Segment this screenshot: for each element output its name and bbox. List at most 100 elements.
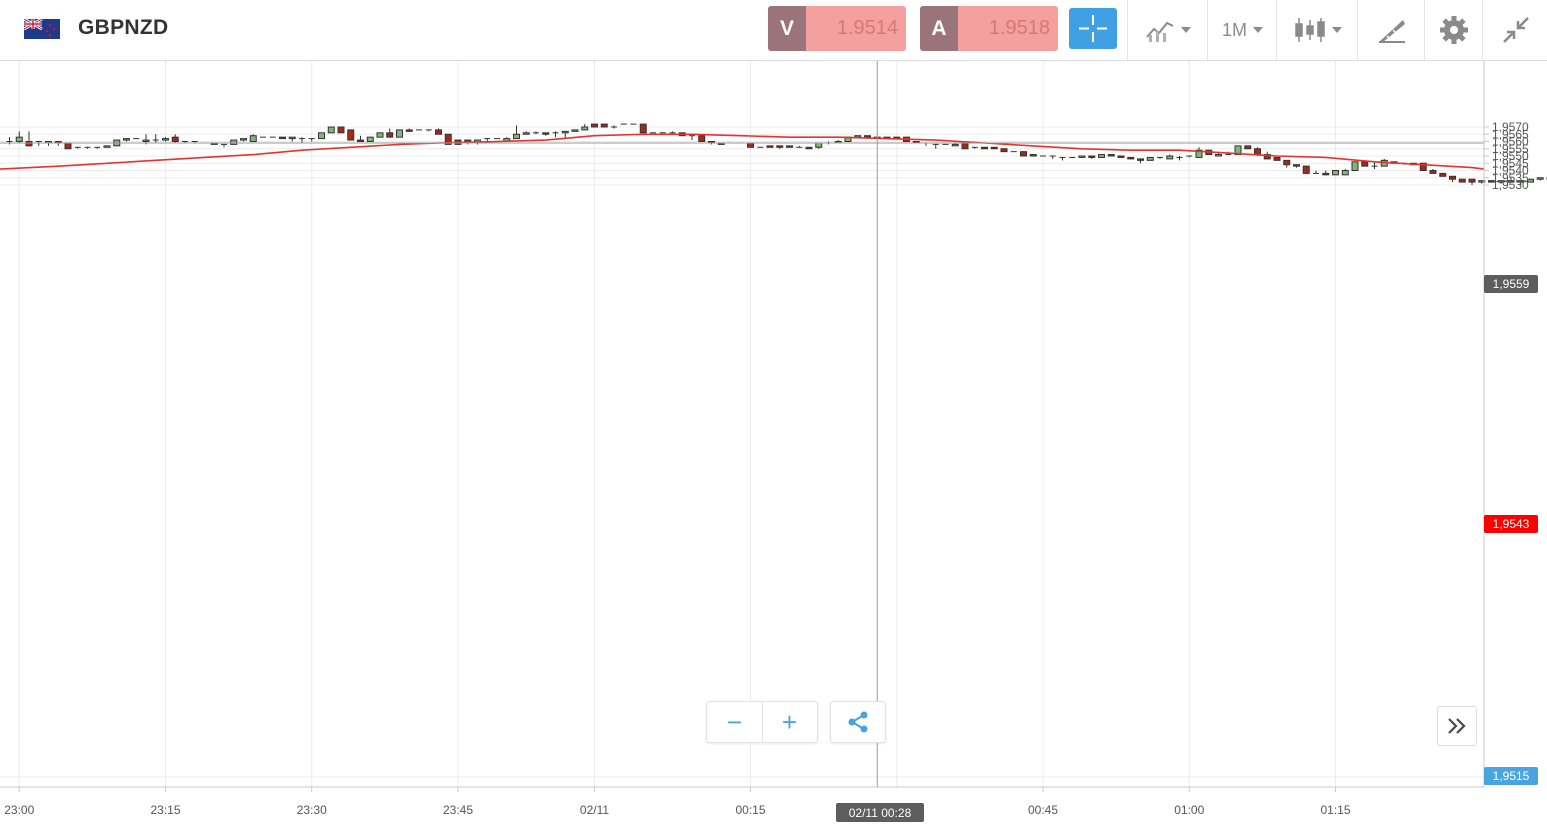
candle-body-down — [1137, 158, 1144, 161]
candle-body-down — [1458, 178, 1466, 183]
candle — [1371, 161, 1378, 170]
candle-body-down — [347, 129, 355, 141]
indicators-dropdown[interactable] — [1276, 0, 1358, 60]
candle — [522, 131, 530, 135]
candle — [805, 146, 813, 150]
y-tick-label: 1,9560 — [1492, 135, 1529, 149]
candle — [1283, 159, 1291, 168]
x-tick-label: 23:30 — [297, 803, 327, 817]
candle — [425, 129, 432, 132]
candle — [1020, 151, 1027, 157]
zoom-out-button[interactable]: − — [708, 702, 763, 742]
y-tick-label: 1,9555 — [1492, 142, 1529, 156]
candle-body-up — [366, 136, 374, 142]
candle — [347, 129, 355, 141]
crosshair-price-tag: 1,9559 — [1484, 275, 1538, 293]
candle — [435, 128, 442, 135]
candle — [1117, 155, 1125, 158]
y-tick-label: 1,9550 — [1492, 149, 1529, 163]
x-tick-label: 02/11 — [580, 803, 609, 817]
candle-body-up — [1536, 177, 1544, 180]
candle — [561, 130, 569, 139]
candle-body-down — [591, 123, 598, 128]
candle-body-up — [1478, 180, 1486, 183]
settings-button[interactable] — [1424, 0, 1483, 60]
candle — [1186, 155, 1193, 158]
candle — [1527, 178, 1534, 183]
candle — [981, 146, 988, 150]
gb-nz-flag-icon — [24, 19, 60, 39]
candle-body-down — [1468, 178, 1476, 183]
candle-body-down — [444, 133, 452, 145]
candle-body-up — [1507, 180, 1515, 183]
crosshair-button[interactable] — [1069, 8, 1117, 49]
candle — [1127, 156, 1135, 160]
candle-body-up — [249, 135, 257, 142]
candle-body-down — [864, 135, 871, 138]
candle-body-down — [1020, 151, 1027, 157]
candle — [1049, 155, 1056, 159]
candle-body-down — [600, 123, 608, 128]
sell-price-button[interactable]: V 1.9514 — [768, 6, 906, 51]
candle-body-up — [1234, 145, 1242, 156]
candle — [513, 125, 520, 140]
share-button[interactable] — [830, 701, 886, 743]
timeframe-label: 1M — [1221, 19, 1247, 40]
chart-type-dropdown[interactable] — [1127, 0, 1208, 60]
candle — [1488, 180, 1495, 183]
candle — [1429, 169, 1437, 174]
candle-body-down — [747, 142, 754, 148]
candle — [747, 142, 754, 148]
candle — [581, 124, 589, 131]
candle-body-down — [64, 142, 72, 150]
candle-body-up — [1332, 170, 1339, 176]
chevron-down-icon — [1253, 27, 1263, 33]
candle — [94, 146, 101, 149]
candle — [1507, 177, 1515, 183]
candle — [337, 126, 345, 134]
candle — [689, 135, 695, 141]
candle-body-down — [1254, 148, 1261, 156]
candle — [776, 145, 784, 149]
candle — [405, 128, 413, 132]
candle-body-down — [1127, 156, 1135, 160]
candle-body-down — [1117, 155, 1125, 158]
candle — [171, 134, 179, 143]
candle — [1215, 153, 1222, 157]
candle-body-up — [1341, 170, 1349, 176]
candle-body-down — [171, 136, 179, 142]
candle — [611, 125, 617, 129]
buy-price-value: 1.9518 — [958, 6, 1058, 51]
candle — [1517, 180, 1525, 185]
candle-body-up — [561, 130, 569, 134]
candle-body-down — [698, 135, 706, 142]
scroll-to-latest-button[interactable] — [1437, 706, 1477, 746]
candle-body-down — [1439, 172, 1447, 177]
timeframe-dropdown[interactable]: 1M — [1207, 0, 1277, 60]
candle — [1361, 161, 1369, 167]
candle-body-down — [1419, 162, 1427, 171]
candle-body-up — [376, 132, 384, 138]
candle — [1029, 154, 1037, 157]
candle — [1293, 164, 1300, 168]
candle — [1059, 156, 1066, 161]
y-tick-label: 1,9535 — [1492, 171, 1529, 185]
candle-body-down — [1322, 172, 1330, 176]
candle — [1157, 156, 1163, 159]
buy-price-button[interactable]: A 1.9518 — [920, 6, 1058, 51]
collapse-button[interactable] — [1482, 0, 1547, 60]
candle — [74, 146, 81, 149]
candlestick-icon — [1294, 18, 1325, 42]
candle — [1273, 156, 1281, 161]
candle — [796, 145, 803, 148]
zoom-in-button[interactable]: + — [781, 706, 798, 737]
candle-body-down — [1429, 170, 1437, 174]
candle — [766, 145, 774, 148]
candle-body-up — [581, 126, 589, 131]
drawing-tools-button[interactable] — [1357, 0, 1425, 60]
candle-body-down — [1293, 164, 1300, 167]
candle — [591, 123, 598, 128]
candle — [1497, 180, 1505, 184]
candle — [1244, 145, 1252, 150]
